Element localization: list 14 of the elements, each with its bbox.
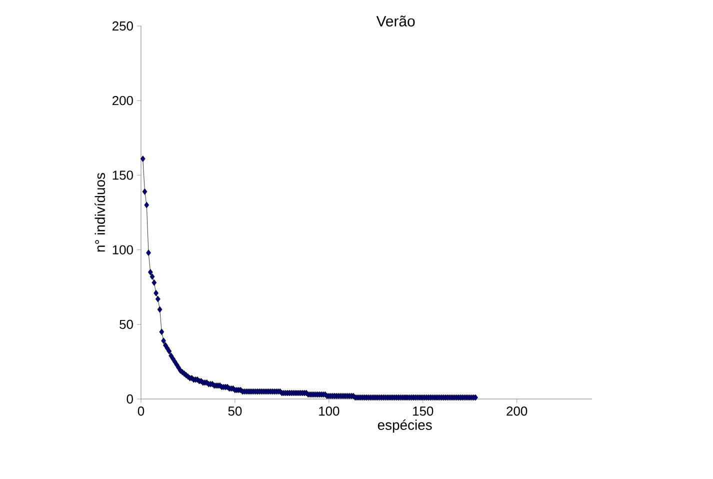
x-tick-label: 0 — [138, 406, 144, 416]
x-tick-label: 150 — [413, 406, 434, 416]
y-tick-label: 150 — [112, 170, 133, 180]
y-tick-label: 50 — [120, 320, 133, 329]
chart-title: Verão — [376, 16, 415, 26]
y-tick-label: 250 — [112, 21, 133, 31]
y-tick-label: 100 — [112, 245, 133, 254]
x-tick-label: 50 — [228, 406, 242, 416]
y-tick-label: 200 — [112, 96, 133, 106]
x-axis-title: espécies — [378, 420, 432, 433]
x-tick-label: 200 — [506, 406, 528, 416]
y-tick-label: 0 — [126, 394, 133, 404]
x-tick-label: 100 — [319, 406, 340, 416]
y-axis-title: n° indivíduos — [94, 173, 106, 252]
